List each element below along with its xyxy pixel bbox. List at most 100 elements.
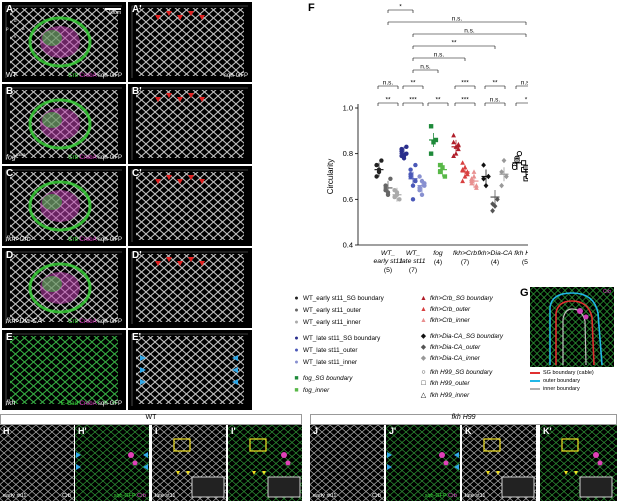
stain-crb: Crb [62, 493, 71, 499]
data-point [392, 188, 397, 193]
stain-crb: Crb [68, 237, 80, 243]
sig-label: *** [461, 97, 469, 104]
axis-d-label: d [14, 18, 17, 23]
panel-label: C' [132, 168, 142, 179]
stage-label: late st11 [465, 493, 486, 499]
stain-label: Crb CrebA sqh-GFP [68, 73, 122, 79]
panel-label: D [6, 250, 14, 261]
data-point [451, 139, 456, 145]
panel-label: I [155, 426, 158, 436]
data-point [490, 208, 495, 214]
sig-label: ** [385, 97, 391, 104]
data-point [456, 141, 461, 147]
legend-text: fkh H99_inner [430, 391, 470, 399]
axis-p-label: p [6, 26, 9, 31]
stain-creba: CrebA [79, 155, 98, 161]
panel-e-prime: E' [128, 330, 252, 410]
data-point [374, 174, 379, 179]
y-tick-label: 0.8 [343, 149, 353, 158]
legend-entry: ■ fog_SG boundary [293, 375, 352, 382]
sig-label: *** [461, 80, 469, 87]
stain-label: E-Cad CrebA sqh-GFP [61, 401, 122, 407]
g-legend-line [530, 372, 540, 374]
stain-label: Crb [62, 493, 71, 499]
legend-text: fkh>Dia-CA_SG boundary [430, 332, 503, 340]
scale-bar-label: 10um [108, 10, 121, 16]
data-point [481, 176, 486, 182]
x-tick-label: fkh>Crb [453, 250, 477, 257]
legend-text: WT_early st11_SG boundary [303, 295, 384, 302]
stain-crb: Crb [68, 73, 80, 79]
data-point [456, 146, 461, 152]
legend-marker: ◆ [420, 355, 427, 362]
data-point [410, 197, 416, 202]
legend-text: fkh>Dia-CA_outer [430, 343, 481, 351]
legend-text: WT_late st11_outer [303, 347, 358, 354]
legend-marker: ◆ [420, 333, 427, 340]
stain-sqhgfp: sqh-GFP [223, 73, 248, 79]
stain-sqhgfp: sqh-GFP [97, 319, 122, 325]
genotype-superscript: S4a3 [15, 151, 26, 157]
legend-entry: ▲ fkh>Crb_inner [420, 317, 470, 324]
stain-creba: CrebA [79, 73, 98, 79]
legend-marker: △ [420, 392, 427, 399]
sig-label: ** [435, 97, 441, 104]
legend-entry: ○ fkh H99_SG boundary [420, 369, 492, 376]
data-point [481, 162, 486, 168]
legend-marker: ○ [421, 369, 426, 376]
legend-entry: ◆ fkh>Dia-CA_SG boundary [420, 332, 503, 341]
sig-label: ** [410, 80, 416, 87]
sig-label: ** [451, 40, 457, 47]
data-point [499, 182, 504, 189]
data-point [399, 153, 404, 159]
legend-text: WT_late st11_SG boundary [303, 335, 381, 342]
sig-label: * [399, 4, 402, 11]
panel-label: D' [132, 250, 142, 261]
legend-marker: □ [421, 380, 426, 387]
data-point [490, 201, 495, 207]
g-legend-entry: SG boundary (cable) [530, 370, 594, 376]
data-point [428, 124, 434, 129]
wt-header: WT [0, 414, 302, 425]
g-legend-line [530, 380, 540, 382]
stage-label: early st11 [3, 493, 27, 499]
data-point [397, 197, 402, 202]
data-point [469, 180, 474, 186]
legend-marker: ● [294, 359, 299, 366]
data-point [465, 171, 470, 177]
panel-i-prime: I' [228, 425, 302, 501]
legend-entry: ■ fog_inner [293, 387, 329, 394]
data-point [408, 167, 413, 172]
legend-marker: ■ [294, 387, 299, 394]
data-point [419, 192, 425, 197]
legend-text: fkh>Crb_outer [430, 306, 471, 313]
legend-marker: ■ [294, 375, 299, 382]
x-tick-label: fog [433, 250, 443, 257]
data-point [451, 132, 456, 138]
data-point [422, 181, 427, 186]
sig-label: n.s. [383, 80, 394, 87]
legend-text: fkh>Crb_SG boundary [430, 295, 493, 302]
g-legend-entry: inner boundary [530, 386, 580, 392]
group-n-label: (7) [409, 267, 417, 274]
stain-crb: Crb [68, 155, 80, 161]
data-point [404, 144, 409, 150]
sig-label: *** [409, 97, 417, 104]
stain-crb: Crb [137, 493, 146, 499]
panel-label: A [6, 4, 14, 15]
data-point [471, 169, 477, 174]
legend-entry: ● WT_early st11_inner [293, 319, 360, 326]
stain-creba: CrebA [79, 401, 98, 407]
legend-marker: ▲ [420, 317, 427, 324]
sig-label: n.s. [464, 28, 475, 35]
panel-label: I' [231, 426, 236, 436]
legend-entry: ◆ fkh>Dia-CA_outer [420, 343, 481, 352]
group-n-label: (7) [461, 259, 469, 266]
data-point [501, 157, 507, 164]
group-n-label: (4) [434, 259, 442, 266]
legend-text: fkh>Crb_inner [430, 317, 470, 324]
figure-label-f: F [308, 2, 315, 14]
sig-label: n.s. [434, 52, 445, 59]
